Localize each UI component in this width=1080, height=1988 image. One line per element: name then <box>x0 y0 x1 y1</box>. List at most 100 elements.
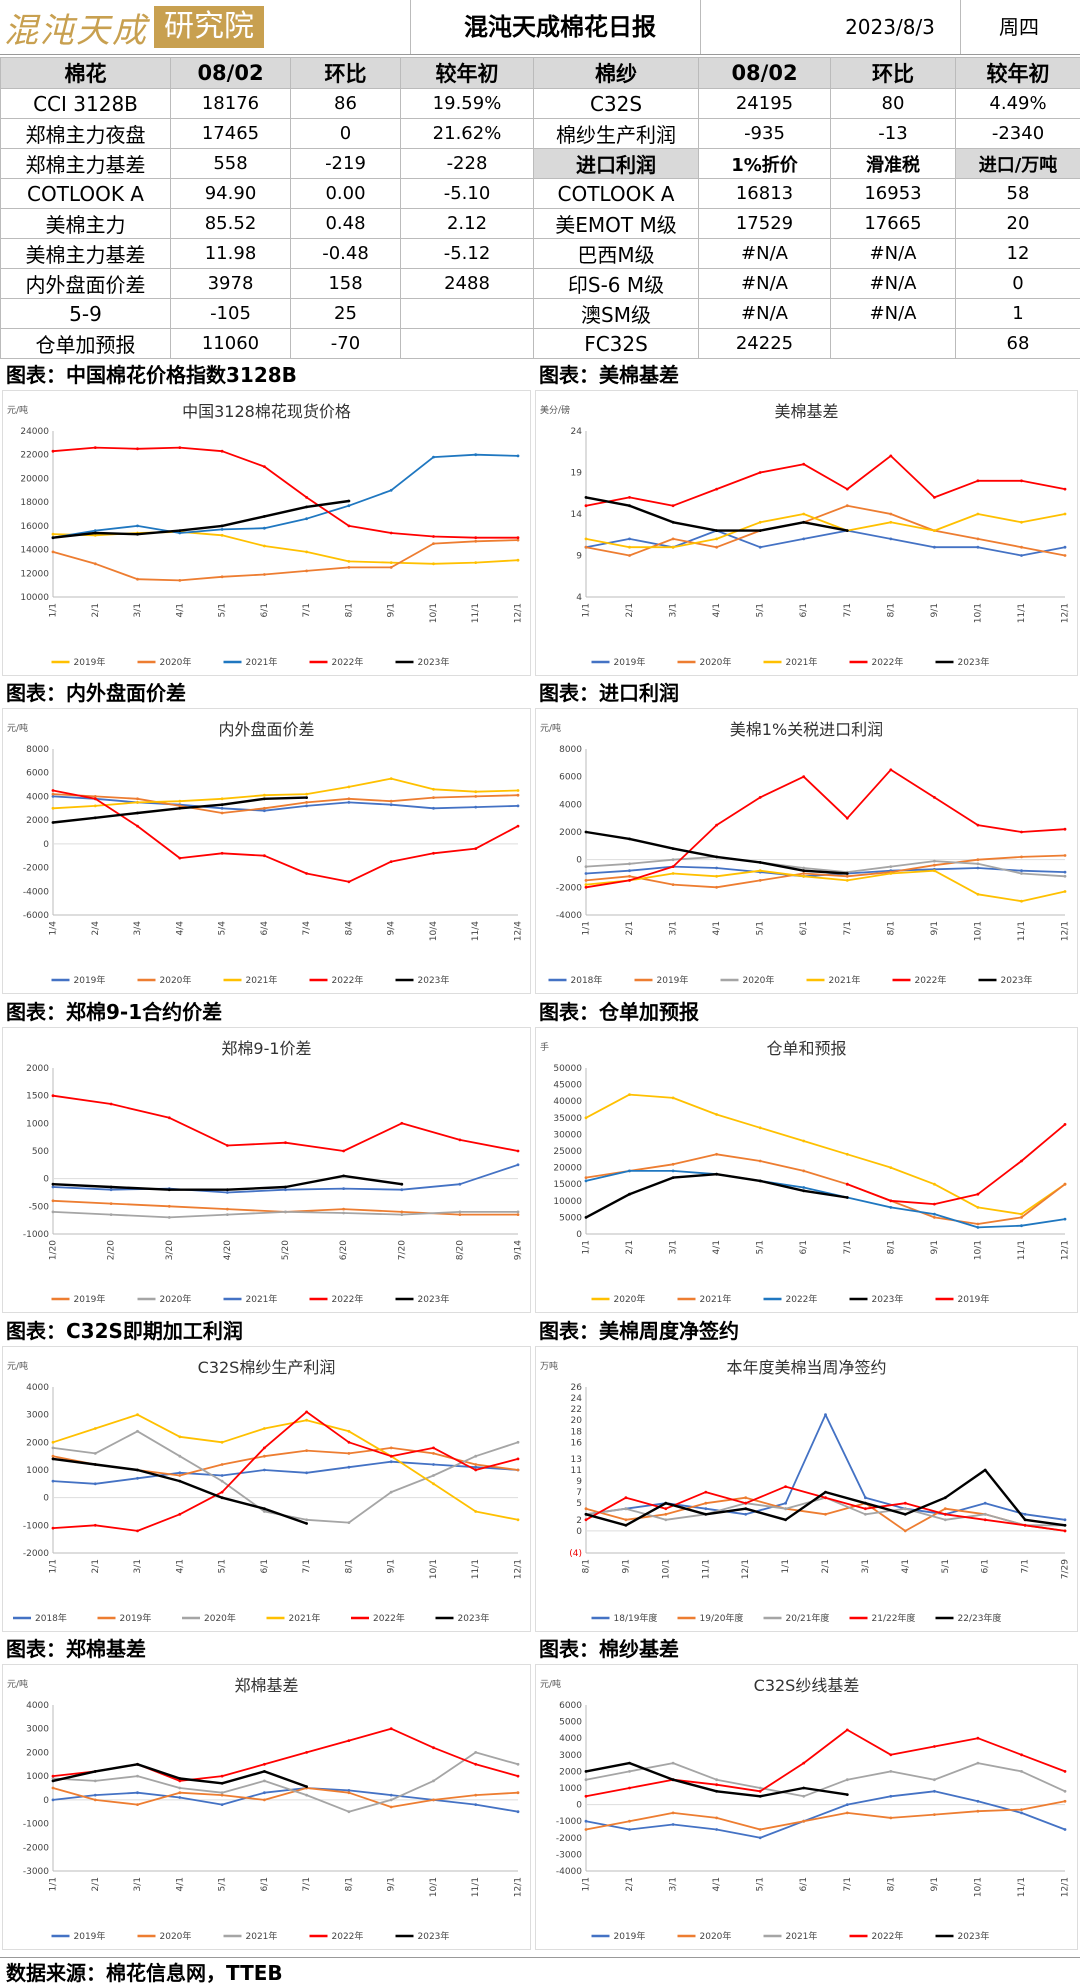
data-point <box>846 1778 849 1781</box>
series-line <box>586 1154 1065 1224</box>
row-label: FC32S <box>534 329 699 359</box>
data-point <box>136 1763 139 1766</box>
y-tick-label: 5000 <box>559 1213 582 1223</box>
x-tick-label: 2/1 <box>91 1877 101 1891</box>
row-label: 进口利润 <box>534 149 699 179</box>
data-point <box>517 1211 520 1214</box>
y-tick-label: -2000 <box>23 1843 49 1853</box>
y-tick-label: 6000 <box>559 1701 582 1711</box>
legend-label: 2019年 <box>958 1293 990 1305</box>
data-point <box>517 1441 520 1444</box>
y-tick-label: 19 <box>571 469 583 479</box>
data-point <box>889 1817 892 1820</box>
data-point <box>1020 869 1023 872</box>
x-tick-label: 9/1 <box>387 1559 397 1573</box>
x-tick-label: 7/4 <box>302 921 312 936</box>
data-point <box>94 1463 97 1466</box>
data-point <box>759 546 762 549</box>
data-point <box>846 1729 849 1732</box>
data-point <box>226 1188 229 1191</box>
data-point <box>977 1193 980 1196</box>
legend-label: 2020年 <box>700 1930 732 1942</box>
data-point <box>136 1413 139 1416</box>
data-point <box>889 1166 892 1169</box>
data-point <box>305 1751 308 1754</box>
row-label: 棉纱生产利润 <box>534 119 699 149</box>
data-point <box>933 1216 936 1219</box>
x-tick-label: 12/4 <box>514 921 524 941</box>
data-point <box>517 1458 520 1461</box>
data-point <box>94 1770 97 1773</box>
data-point <box>52 1799 55 1802</box>
table-cell: #N/A <box>831 269 956 299</box>
data-point <box>226 1208 229 1211</box>
data-point <box>348 797 351 800</box>
data-point <box>1064 1123 1067 1126</box>
legend-label: 2020年 <box>160 1293 192 1305</box>
data-point <box>715 856 718 859</box>
data-point <box>672 1176 675 1179</box>
data-point <box>984 1518 987 1521</box>
x-tick-label: 5/1 <box>218 1559 228 1573</box>
data-point <box>263 515 266 518</box>
data-point <box>759 1836 762 1839</box>
data-point <box>94 1452 97 1455</box>
data-point <box>933 496 936 499</box>
y-tick-label: -4000 <box>23 887 49 897</box>
data-point <box>136 1775 139 1778</box>
data-point <box>263 809 266 812</box>
data-point <box>1020 1213 1023 1216</box>
data-point <box>284 1188 287 1191</box>
table-cell: 1 <box>956 299 1080 329</box>
data-point <box>178 1791 181 1794</box>
y-tick-label: 9 <box>576 552 582 562</box>
data-point <box>715 824 718 827</box>
x-tick-label: 12/1 <box>514 1877 524 1897</box>
x-tick-label: 10/1 <box>973 1240 983 1260</box>
data-point <box>759 861 762 864</box>
data-point <box>904 1530 907 1533</box>
data-point <box>94 562 97 565</box>
table-cell: 158 <box>291 269 401 299</box>
data-point <box>672 1823 675 1826</box>
data-point <box>759 1126 762 1129</box>
data-point <box>1064 546 1067 549</box>
y-tick-label: 16 <box>571 1438 583 1448</box>
legend-label: 2020年 <box>743 974 775 986</box>
y-tick-label: -2000 <box>556 1834 582 1844</box>
section-title: 图表：郑棉基差 <box>0 1634 533 1664</box>
data-point <box>52 1787 55 1790</box>
data-point <box>1020 1808 1023 1811</box>
data-point <box>221 525 224 528</box>
table-cell: 1%折价 <box>699 149 831 179</box>
table-cell: 20 <box>956 209 1080 239</box>
table-cell: 3978 <box>171 269 291 299</box>
y-tick-label: 8000 <box>559 745 582 755</box>
x-tick-label: 4/1 <box>712 1240 722 1254</box>
data-point <box>474 1794 477 1797</box>
chart-title: 郑棉9-1价差 <box>221 1039 311 1058</box>
data-point <box>305 1449 308 1452</box>
data-point <box>715 886 718 889</box>
data-point <box>305 805 308 808</box>
row-label: 美EMOT M级 <box>534 209 699 239</box>
legend-label: 2023年 <box>418 974 450 986</box>
data-point <box>628 1828 631 1831</box>
y-tick-label: 24 <box>571 1394 583 1404</box>
x-tick-label: 2/4 <box>91 921 101 936</box>
x-tick-label: 9/1 <box>930 921 940 935</box>
legend-label: 2023年 <box>1001 974 1033 986</box>
x-tick-label: 7/29 <box>1061 1559 1071 1579</box>
table-cell: 85.52 <box>171 209 291 239</box>
data-point <box>52 536 55 539</box>
data-point <box>432 1746 435 1749</box>
y-tick-label: 9 <box>576 1477 582 1487</box>
data-point <box>178 1480 181 1483</box>
